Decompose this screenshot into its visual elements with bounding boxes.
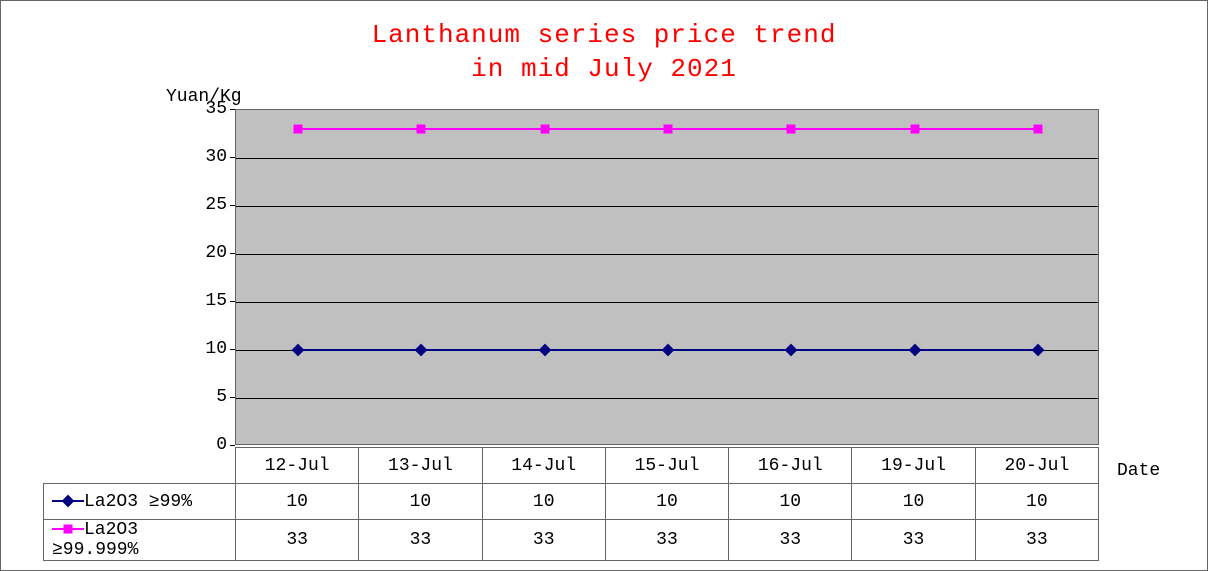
data-cell: 33: [729, 520, 852, 561]
y-tick-label: 10: [187, 339, 227, 359]
plot-area: [235, 109, 1099, 445]
data-cell: 33: [975, 520, 1098, 561]
data-cell: 10: [482, 484, 605, 520]
y-tick-label: 25: [187, 195, 227, 215]
grid-line: [236, 302, 1098, 303]
y-tick-mark: [230, 445, 235, 446]
grid-line: [236, 158, 1098, 159]
legend-line-icon: [52, 528, 84, 530]
data-marker: [538, 344, 551, 357]
legend-marker-icon: [62, 494, 75, 507]
grid-line: [236, 398, 1098, 399]
category-header: 15-Jul: [605, 448, 728, 484]
title-line-1: Lanthanum series price trend: [1, 19, 1207, 53]
data-marker: [1034, 125, 1043, 134]
y-tick-mark: [230, 397, 235, 398]
data-cell: 33: [359, 520, 482, 561]
legend-line-icon: [52, 500, 84, 502]
legend-cell: La2O3 ≥99%: [44, 484, 236, 520]
data-marker: [293, 125, 302, 134]
data-cell: 33: [236, 520, 359, 561]
data-cell: 33: [852, 520, 975, 561]
legend-cell: La2O3 ≥99.999%: [44, 520, 236, 561]
data-marker: [787, 125, 796, 134]
data-marker: [540, 125, 549, 134]
table-corner: [44, 448, 236, 484]
data-marker: [415, 344, 428, 357]
category-header: 14-Jul: [482, 448, 605, 484]
data-marker: [664, 125, 673, 134]
data-marker: [291, 344, 304, 357]
y-tick-mark: [230, 109, 235, 110]
data-cell: 10: [236, 484, 359, 520]
y-tick-label: 5: [187, 387, 227, 407]
y-tick-mark: [230, 349, 235, 350]
data-marker: [662, 344, 675, 357]
chart-title: Lanthanum series price trend in mid July…: [1, 1, 1207, 87]
data-marker: [908, 344, 921, 357]
data-cell: 10: [975, 484, 1098, 520]
category-header: 12-Jul: [236, 448, 359, 484]
data-cell: 10: [359, 484, 482, 520]
data-table: 12-Jul13-Jul14-Jul15-Jul16-Jul19-Jul20-J…: [43, 447, 1099, 561]
data-cell: 10: [852, 484, 975, 520]
data-marker: [785, 344, 798, 357]
category-header: 13-Jul: [359, 448, 482, 484]
data-cell: 10: [605, 484, 728, 520]
y-tick-mark: [230, 253, 235, 254]
y-tick-label: 35: [187, 99, 227, 119]
title-line-2: in mid July 2021: [1, 53, 1207, 87]
data-marker: [1032, 344, 1045, 357]
data-cell: 33: [605, 520, 728, 561]
y-tick-label: 30: [187, 147, 227, 167]
category-header: 19-Jul: [852, 448, 975, 484]
data-cell: 10: [729, 484, 852, 520]
legend-marker-icon: [64, 525, 73, 534]
y-tick-label: 20: [187, 243, 227, 263]
series-name: La2O3 ≥99%: [84, 492, 192, 512]
y-tick-mark: [230, 157, 235, 158]
y-tick-label: 15: [187, 291, 227, 311]
y-tick-mark: [230, 205, 235, 206]
category-header: 16-Jul: [729, 448, 852, 484]
data-marker: [417, 125, 426, 134]
grid-line: [236, 206, 1098, 207]
grid-line: [236, 254, 1098, 255]
x-axis-label: Date: [1117, 461, 1160, 481]
category-header: 20-Jul: [975, 448, 1098, 484]
y-tick-mark: [230, 301, 235, 302]
data-marker: [910, 125, 919, 134]
data-cell: 33: [482, 520, 605, 561]
